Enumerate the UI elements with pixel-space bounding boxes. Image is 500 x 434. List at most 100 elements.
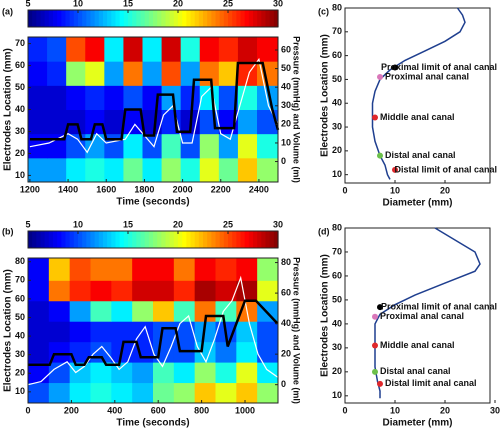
landmark-point — [377, 74, 383, 81]
heat-cell — [215, 382, 237, 404]
colorbar-segment — [53, 231, 58, 248]
heat-cell — [161, 85, 182, 110]
colorbar-segment — [28, 10, 33, 27]
heat-cell — [194, 280, 216, 302]
heat-cell — [90, 362, 112, 384]
colorbar-segment — [136, 231, 142, 248]
heat-cell — [48, 258, 71, 281]
heat-cell — [90, 300, 112, 322]
colorbar-segment — [240, 231, 246, 248]
landmark-label: Distal anal canal — [380, 366, 451, 376]
heat-cell — [257, 321, 279, 343]
y-tick-label: 40 — [332, 318, 342, 328]
heat-cell — [153, 321, 175, 343]
landmark-point — [392, 64, 398, 71]
series-line — [29, 61, 280, 141]
heat-cell — [142, 61, 163, 86]
colorbar-segment — [90, 231, 96, 248]
heat-cell — [28, 37, 48, 62]
x-tick-label: 400 — [107, 405, 122, 415]
heat-cell — [132, 362, 154, 384]
heat-cell — [90, 341, 112, 363]
x-tick-label: 600 — [151, 405, 166, 415]
colorbar-segment — [257, 231, 262, 248]
colorbar-segment — [32, 231, 37, 248]
heat-cell — [28, 341, 50, 363]
x-tick-label: 800 — [194, 405, 209, 415]
heat-cell — [66, 61, 86, 86]
y-axis-label: Electrodes Location (mm) — [320, 254, 331, 377]
colorbar-segment — [215, 10, 221, 27]
y-tick-label: 60 — [15, 60, 25, 70]
heat-cell — [257, 382, 279, 404]
heat-cell — [123, 37, 144, 62]
heat-cell — [180, 61, 201, 86]
heat-cell — [236, 362, 258, 384]
heat-cell — [85, 37, 105, 62]
x-tick-label: 2000 — [173, 184, 193, 194]
colorbar-tick-label: 15 — [123, 219, 133, 229]
colorbar-tick-label: 20 — [173, 0, 183, 8]
heat-cell — [28, 109, 48, 135]
x-tick-label: 20 — [440, 185, 450, 195]
heat-cell — [194, 341, 216, 363]
y2-tick-label: 20 — [281, 349, 291, 359]
heat-cell — [104, 37, 124, 62]
heat-cell — [123, 61, 144, 86]
heat-cell — [47, 37, 67, 62]
heat-cell — [104, 157, 124, 183]
y-tick-label: 20 — [332, 145, 342, 155]
x-tick-label: 10 — [390, 405, 400, 415]
colorbar-segment — [115, 10, 121, 27]
panel-label: (b) — [2, 226, 14, 236]
heat-cell — [85, 109, 105, 135]
y-tick-label: 20 — [332, 366, 342, 376]
heat-cell — [28, 321, 50, 343]
heat-cell — [153, 300, 175, 322]
colorbar-segment — [211, 231, 217, 248]
x-tick-label: 0 — [342, 185, 347, 195]
series-line — [29, 57, 279, 154]
colorbar-segment — [215, 231, 221, 248]
heat-cell — [257, 85, 279, 110]
heat-cell — [199, 37, 220, 62]
colorbar-segment — [28, 231, 33, 248]
heat-cell — [28, 362, 50, 384]
y-tick-label: 20 — [15, 368, 25, 378]
colorbar-segment — [236, 10, 242, 27]
y-tick-label: 40 — [15, 330, 25, 340]
heat-cell — [237, 157, 258, 183]
colorbar-segment — [232, 231, 237, 248]
heat-cell — [47, 85, 67, 110]
heat-cell — [123, 85, 144, 110]
x-tick-label: 2200 — [211, 184, 231, 194]
heat-cell — [161, 37, 182, 62]
heat-cell — [237, 109, 258, 135]
colorbar-segment — [98, 10, 104, 27]
colorbar-tick-label: 15 — [123, 0, 133, 8]
y-tick-label: 50 — [15, 312, 25, 322]
colorbar-segment — [123, 231, 129, 248]
landmark-label: Proximal limit of anal canal — [381, 301, 497, 311]
x-tick-label: 0 — [25, 405, 30, 415]
colorbar-segment — [40, 231, 46, 248]
heat-cell — [153, 341, 175, 363]
heat-cell — [215, 300, 237, 322]
y2-axis-label: Pressure (mmHg) and Volume (ml) — [292, 36, 302, 183]
colorbar-segment — [82, 10, 87, 27]
colorbar-segment — [190, 10, 196, 27]
heat-cell — [123, 157, 144, 183]
colorbar-segment — [190, 231, 196, 248]
colorbar-segment — [36, 10, 42, 27]
colorbar-segment — [211, 10, 217, 27]
heat-cell — [194, 258, 216, 281]
colorbar-segment — [48, 231, 54, 248]
colorbar-segment — [186, 231, 192, 248]
y-axis-label: Electrodes Location (mm) — [3, 48, 14, 171]
colorbar-segment — [140, 231, 146, 248]
colorbar-segment — [57, 231, 62, 248]
x-tick-label: 1600 — [96, 184, 116, 194]
colorbar-segment — [73, 10, 79, 27]
heat-cell — [104, 85, 124, 110]
